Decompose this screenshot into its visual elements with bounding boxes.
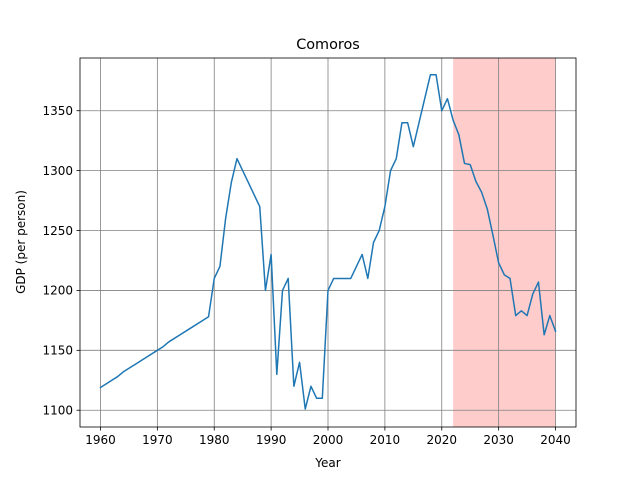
x-tick-label: 2000 (313, 433, 344, 447)
y-tick-label: 1300 (42, 164, 73, 178)
y-tick-label: 1150 (42, 344, 73, 358)
forecast-shaded-region (453, 58, 556, 427)
x-axis-label: Year (314, 456, 340, 470)
y-tick-label: 1100 (42, 404, 73, 418)
x-tick-label: 2040 (540, 433, 571, 447)
x-tick-label: 1960 (85, 433, 116, 447)
chart-title: Comoros (296, 37, 360, 53)
x-tick-label: 1970 (142, 433, 173, 447)
y-tick-label: 1250 (42, 224, 73, 238)
plot-area (79, 57, 577, 428)
y-tick-label: 1350 (42, 104, 73, 118)
x-tick-label: 2020 (426, 433, 457, 447)
x-axis-ticks: 1960 1970 1980 1990 2000 2010 2020 2030 2040 (85, 427, 571, 447)
x-tick-label: 1990 (256, 433, 287, 447)
y-axis-ticks: 1100 1150 1200 1250 1300 1350 (42, 104, 80, 418)
x-tick-label: 1980 (199, 433, 230, 447)
x-tick-label: 2010 (370, 433, 401, 447)
gdp-series-line (99, 74, 557, 410)
x-tick-label: 2030 (483, 433, 514, 447)
y-axis-label: GDP (per person) (14, 190, 28, 294)
y-tick-label: 1200 (42, 284, 73, 298)
